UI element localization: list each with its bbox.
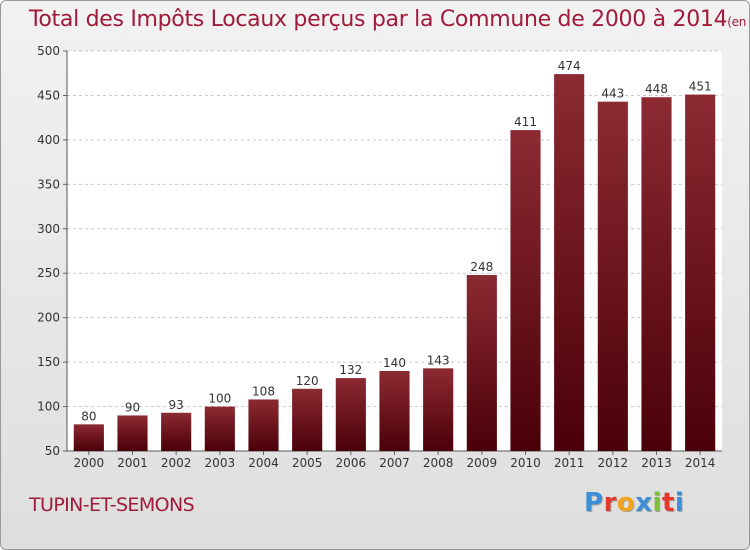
bar — [73, 424, 104, 451]
bar-value-label: 143 — [427, 353, 450, 367]
chart-title-unit: (en milliers d'€) — [727, 15, 749, 29]
y-tick-label: 200 — [37, 311, 60, 325]
bar — [117, 415, 148, 451]
y-tick-label: 150 — [37, 355, 60, 369]
bar-value-label: 448 — [645, 82, 668, 96]
x-tick-label: 2009 — [467, 456, 498, 470]
x-tick-label: 2001 — [117, 456, 148, 470]
bar — [685, 94, 716, 452]
x-tick-label: 2002 — [161, 456, 192, 470]
y-tick-label: 400 — [37, 133, 60, 147]
bar-value-label: 90 — [125, 400, 140, 414]
x-tick-label: 2000 — [74, 456, 105, 470]
bar-value-label: 108 — [252, 384, 275, 398]
y-tick-label: 450 — [37, 88, 60, 102]
bar-value-label: 248 — [470, 260, 493, 274]
y-tick-label: 50 — [45, 444, 60, 458]
x-tick-label: 2014 — [685, 456, 716, 470]
bar — [466, 275, 497, 451]
y-tick-label: 100 — [37, 400, 60, 414]
logo-letter: o — [616, 488, 636, 518]
bar — [597, 101, 628, 452]
chart-title: Total des Impôts Locaux perçus par la Co… — [29, 7, 749, 32]
x-tick-label: 2011 — [554, 456, 585, 470]
chart-title-text: Total des Impôts Locaux perçus par la Co… — [29, 7, 728, 32]
x-tick-label: 2003 — [205, 456, 236, 470]
x-tick-label: 2010 — [510, 456, 541, 470]
bar — [292, 388, 323, 451]
logo-letter: i — [652, 488, 662, 518]
x-tick-label: 2008 — [423, 456, 454, 470]
bar-value-label: 132 — [339, 363, 362, 377]
bar — [335, 378, 366, 451]
bar — [641, 97, 672, 451]
x-tick-label: 2005 — [292, 456, 323, 470]
x-tick-label: 2013 — [641, 456, 672, 470]
bar — [161, 412, 192, 451]
y-tick-label: 300 — [37, 222, 60, 236]
x-tick-label: 2007 — [379, 456, 410, 470]
y-tick-label: 250 — [37, 266, 60, 280]
bar-value-label: 474 — [558, 59, 581, 73]
bar-value-label: 93 — [169, 398, 184, 412]
proxiti-logo: Proxiti — [584, 488, 684, 518]
logo-letter: t — [661, 488, 675, 518]
x-tick-label: 2012 — [598, 456, 629, 470]
logo-letter: r — [603, 488, 617, 518]
bar — [510, 130, 541, 451]
x-tick-label: 2006 — [336, 456, 367, 470]
bar — [379, 371, 410, 451]
bar-value-label: 100 — [208, 392, 231, 406]
bar-value-label: 411 — [514, 115, 537, 129]
bar — [554, 74, 585, 451]
x-tick-label: 2004 — [248, 456, 279, 470]
logo-letter: P — [584, 488, 604, 518]
bar-value-label: 140 — [383, 356, 406, 370]
y-tick-label: 500 — [37, 44, 60, 58]
y-tick-label: 350 — [37, 177, 60, 191]
bar — [423, 368, 454, 451]
bar — [204, 406, 235, 451]
logo-letter: i — [674, 488, 685, 518]
bar — [248, 399, 279, 451]
logo-letter: x — [635, 488, 653, 518]
bar-value-label: 451 — [689, 80, 712, 94]
bar-value-label: 443 — [601, 87, 624, 101]
commune-name: TUPIN-ET-SEMONS — [29, 494, 195, 516]
bar-value-label: 80 — [81, 409, 96, 423]
bar-value-label: 120 — [296, 374, 319, 388]
